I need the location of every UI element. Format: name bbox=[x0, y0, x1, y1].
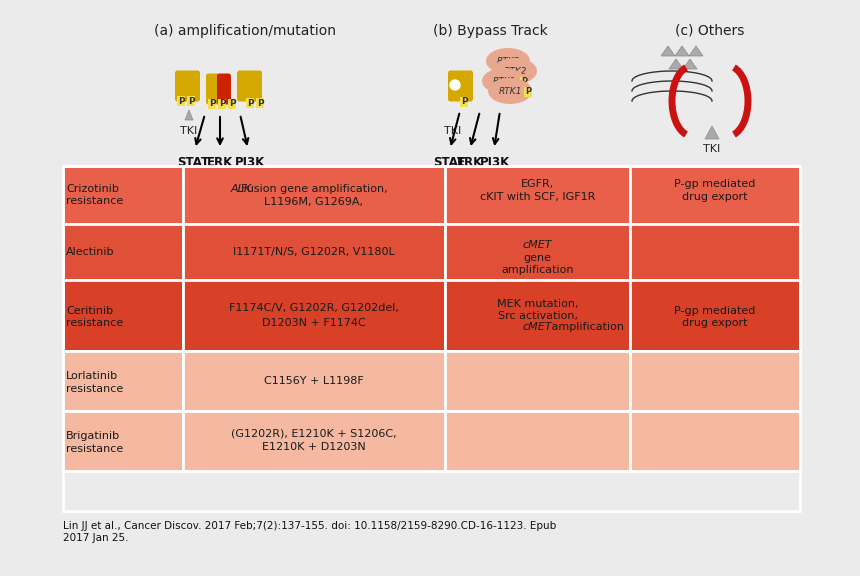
Text: ERK: ERK bbox=[457, 156, 483, 169]
Text: P: P bbox=[525, 88, 531, 97]
Text: cMET: cMET bbox=[523, 323, 552, 332]
Text: RTK1: RTK1 bbox=[492, 77, 516, 85]
Text: Ceritinib: Ceritinib bbox=[66, 305, 114, 316]
FancyBboxPatch shape bbox=[237, 70, 251, 101]
Bar bbox=[630, 351, 800, 411]
Text: P: P bbox=[229, 100, 236, 108]
Bar bbox=[63, 280, 183, 351]
Text: C1156Y + L1198F: C1156Y + L1198F bbox=[264, 376, 364, 386]
Bar bbox=[63, 351, 183, 411]
Polygon shape bbox=[661, 46, 675, 56]
Text: Lin JJ et al., Cancer Discov. 2017 Feb;7(2):137-155. doi: 10.1158/2159-8290.CD-1: Lin JJ et al., Cancer Discov. 2017 Feb;7… bbox=[63, 521, 556, 543]
Bar bbox=[445, 166, 630, 224]
Text: ERK: ERK bbox=[207, 156, 233, 169]
Text: amplification: amplification bbox=[548, 323, 624, 332]
Text: drug export: drug export bbox=[682, 319, 747, 328]
Text: STAT: STAT bbox=[177, 156, 209, 169]
Text: resistance: resistance bbox=[66, 319, 123, 328]
Bar bbox=[445, 351, 630, 411]
Text: D1203N + F1174C: D1203N + F1174C bbox=[262, 317, 366, 328]
Bar bbox=[445, 224, 630, 280]
Bar bbox=[630, 280, 800, 351]
Bar bbox=[183, 411, 445, 471]
Text: P-gp mediated: P-gp mediated bbox=[674, 179, 756, 189]
Text: P: P bbox=[461, 97, 467, 107]
Ellipse shape bbox=[482, 68, 526, 94]
Ellipse shape bbox=[488, 78, 532, 104]
Text: Alectinib: Alectinib bbox=[66, 247, 114, 257]
Text: STAT: STAT bbox=[433, 156, 465, 169]
Text: P: P bbox=[247, 98, 254, 108]
Text: resistance: resistance bbox=[66, 384, 123, 394]
Text: cMET: cMET bbox=[523, 240, 552, 250]
Polygon shape bbox=[669, 59, 683, 69]
Text: EGFR,: EGFR, bbox=[521, 179, 554, 189]
Polygon shape bbox=[705, 126, 719, 139]
Text: (c) Others: (c) Others bbox=[675, 24, 745, 38]
Text: resistance: resistance bbox=[66, 444, 123, 454]
Text: TKI: TKI bbox=[181, 126, 198, 136]
Text: ALK: ALK bbox=[231, 184, 252, 194]
Bar bbox=[445, 280, 630, 351]
Polygon shape bbox=[675, 46, 689, 56]
Bar bbox=[630, 166, 800, 224]
FancyBboxPatch shape bbox=[175, 70, 189, 101]
Bar bbox=[63, 224, 183, 280]
Text: Lorlatinib: Lorlatinib bbox=[66, 371, 118, 381]
Text: cKIT with SCF, IGF1R: cKIT with SCF, IGF1R bbox=[480, 192, 595, 202]
Text: Crizotinib
resistance: Crizotinib resistance bbox=[66, 184, 123, 206]
Ellipse shape bbox=[493, 58, 537, 84]
Text: RTK2: RTK2 bbox=[503, 66, 526, 75]
Text: P-gp mediated: P-gp mediated bbox=[674, 305, 756, 316]
Text: E1210K + D1203N: E1210K + D1203N bbox=[262, 442, 366, 452]
Circle shape bbox=[450, 80, 460, 90]
FancyBboxPatch shape bbox=[217, 74, 231, 104]
Text: PI3K: PI3K bbox=[480, 156, 510, 169]
Bar bbox=[183, 351, 445, 411]
Bar bbox=[63, 166, 183, 224]
Text: (b) Bypass Track: (b) Bypass Track bbox=[433, 24, 547, 38]
Text: Fusion gene amplification,: Fusion gene amplification, bbox=[241, 184, 387, 194]
Text: P: P bbox=[178, 97, 184, 105]
Ellipse shape bbox=[486, 48, 530, 74]
Polygon shape bbox=[185, 110, 193, 120]
Bar bbox=[183, 224, 445, 280]
Polygon shape bbox=[683, 59, 697, 69]
FancyBboxPatch shape bbox=[206, 74, 220, 104]
Bar bbox=[183, 280, 445, 351]
Text: P: P bbox=[218, 100, 225, 108]
Text: TKI: TKI bbox=[445, 126, 462, 136]
Text: P: P bbox=[521, 78, 527, 86]
Bar bbox=[183, 166, 445, 224]
Bar bbox=[63, 411, 183, 471]
Text: RTK1: RTK1 bbox=[498, 86, 522, 96]
FancyBboxPatch shape bbox=[459, 70, 473, 101]
Text: drug export: drug export bbox=[682, 192, 747, 202]
Bar bbox=[630, 411, 800, 471]
Text: P: P bbox=[209, 100, 215, 108]
Text: amplification: amplification bbox=[501, 265, 574, 275]
Bar bbox=[445, 411, 630, 471]
Text: TKI: TKI bbox=[703, 144, 721, 154]
Text: Brigatinib: Brigatinib bbox=[66, 431, 120, 441]
Text: Src activation,: Src activation, bbox=[497, 310, 578, 320]
Text: I1171T/N/S, G1202R, V1180L: I1171T/N/S, G1202R, V1180L bbox=[233, 247, 395, 257]
Text: P: P bbox=[187, 97, 194, 105]
Text: gene: gene bbox=[524, 253, 551, 263]
FancyBboxPatch shape bbox=[248, 70, 262, 101]
Text: P: P bbox=[256, 98, 263, 108]
Text: L1196M, G1269A,: L1196M, G1269A, bbox=[265, 197, 364, 207]
FancyBboxPatch shape bbox=[448, 70, 462, 101]
Text: (G1202R), E1210K + S1206C,: (G1202R), E1210K + S1206C, bbox=[231, 429, 396, 439]
Text: (a) amplification/mutation: (a) amplification/mutation bbox=[154, 24, 336, 38]
Polygon shape bbox=[689, 46, 703, 56]
Text: PI3K: PI3K bbox=[235, 156, 265, 169]
Text: F1174C/V, G1202R, G1202del,: F1174C/V, G1202R, G1202del, bbox=[229, 304, 399, 313]
Bar bbox=[63, 166, 800, 511]
Text: MEK mutation,: MEK mutation, bbox=[497, 298, 578, 309]
Text: RTK2: RTK2 bbox=[496, 56, 519, 66]
FancyBboxPatch shape bbox=[186, 70, 200, 101]
Bar bbox=[630, 224, 800, 280]
